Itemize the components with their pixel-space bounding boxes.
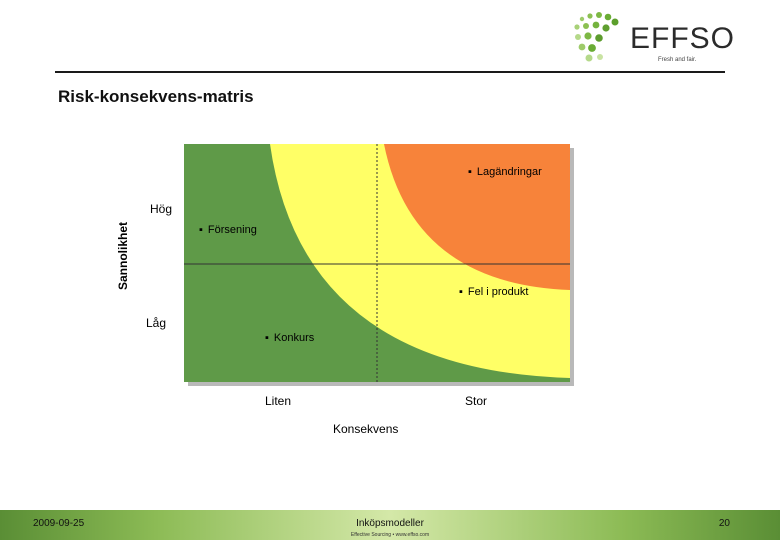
matrix-item-fel-i-produkt: ▪ Fel i produkt (459, 286, 528, 298)
risk-matrix (184, 144, 570, 382)
effso-logo: EFFSO Fresh and fair. (570, 10, 740, 70)
logo-dots-icon (574, 12, 619, 62)
slide-title: Risk-konsekvens-matris (58, 87, 254, 106)
bullet-icon: ▪ (265, 332, 269, 344)
footer-band (0, 510, 780, 540)
footer-date: 2009-09-25 (33, 518, 85, 529)
header-divider (55, 71, 725, 73)
y-label-low: Låg (146, 316, 167, 330)
footer-subtitle: Effective Sourcing • www.effso.com (350, 532, 430, 538)
page-number: 20 (718, 518, 730, 529)
matrix-item-konkurs: ▪ Konkurs (265, 332, 314, 344)
logo-text: EFFSO (630, 22, 736, 55)
item-label: Konkurs (273, 332, 315, 344)
matrix-item-lagandringar: ▪ Lagändringar (468, 166, 542, 178)
zone-orange (384, 144, 570, 290)
bullet-icon: ▪ (199, 224, 203, 236)
footer-title: Inköpsmodeller (356, 518, 424, 529)
y-label-high: Hög (150, 202, 173, 216)
logo-tagline: Fresh and fair. (658, 57, 697, 63)
y-axis-title: Sannolikhet (116, 221, 130, 291)
item-label: Lagändringar (476, 166, 542, 178)
item-label: Försening (207, 224, 257, 236)
bullet-icon: ▪ (468, 166, 472, 178)
matrix-item-forsening: ▪ Försening (199, 224, 257, 236)
x-axis-title: Konsekvens (333, 422, 399, 436)
x-label-high: Stor (465, 394, 488, 408)
item-label: Fel i produkt (467, 286, 529, 298)
bullet-icon: ▪ (459, 286, 463, 298)
x-label-low: Liten (265, 394, 292, 408)
